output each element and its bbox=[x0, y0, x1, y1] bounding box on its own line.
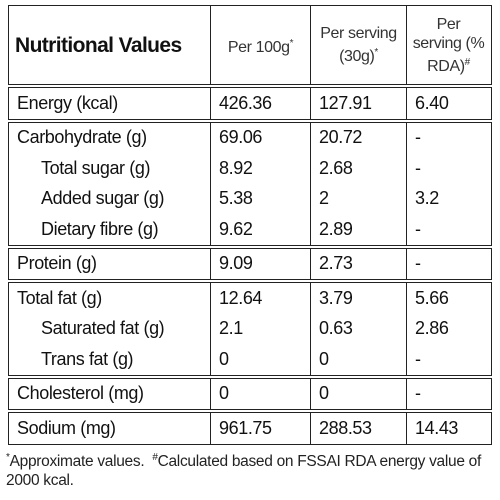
row-label: Trans fat (g) bbox=[41, 348, 134, 369]
header-text: Nutritional Values bbox=[15, 33, 182, 57]
footnote: *Approximate values. bbox=[6, 452, 145, 470]
cell-value: 5.66 bbox=[406, 283, 490, 314]
row-label: Dietary fibre (g) bbox=[41, 218, 159, 239]
cell-value: 2.1 bbox=[210, 313, 310, 344]
cell-value: 9.09 bbox=[210, 248, 310, 279]
header-mark: * bbox=[289, 37, 294, 49]
row-label: Added sugar (g) bbox=[41, 188, 165, 209]
cell-value: 0 bbox=[310, 344, 406, 375]
table-row: Cholesterol (mg) 0 0- bbox=[9, 378, 491, 409]
footnote-mark: * bbox=[6, 452, 10, 463]
cell-value: 2.89 bbox=[310, 214, 406, 245]
row-label: Saturated fat (g) bbox=[41, 318, 165, 339]
footnotes: *Approximate values. #Calculated based on… bbox=[6, 448, 496, 490]
header-cell: Per serving (% RDA)# bbox=[406, 6, 490, 84]
cell-value: 6.40 bbox=[406, 88, 490, 119]
cell-value: 426.36 bbox=[210, 88, 310, 119]
header-text: Per 100g* bbox=[227, 34, 294, 57]
cell-value: - bbox=[406, 153, 490, 184]
cell-value: 288.53 bbox=[310, 413, 406, 444]
row-label: Total sugar (g) bbox=[41, 157, 151, 178]
table-row: Energy (kcal) 426.36 127.91 6.40 bbox=[9, 88, 491, 119]
header-cell: Nutritional Values bbox=[9, 6, 210, 84]
row-label: Carbohydrate (g) bbox=[17, 127, 147, 148]
cell-value: 2.73 bbox=[310, 248, 406, 279]
cell-value: 5.38 bbox=[210, 183, 310, 214]
cell-value: - bbox=[406, 122, 490, 153]
header-text: Per serving (% RDA)# bbox=[411, 15, 486, 76]
table-row: Dietary fibre (g) 9.62 2.89- bbox=[9, 214, 491, 245]
cell-value: 127.91 bbox=[310, 88, 406, 119]
cell-value: 14.43 bbox=[406, 413, 490, 444]
table-row: Total fat (g) 12.64 3.79 5.66 bbox=[9, 283, 491, 314]
cell-value: 8.92 bbox=[210, 153, 310, 184]
cell-value: 9.62 bbox=[210, 214, 310, 245]
cell-value: 20.72 bbox=[310, 122, 406, 153]
row-group: Sodium (mg) 961.75 288.53 14.43 bbox=[8, 412, 492, 445]
cell-value: - bbox=[406, 378, 490, 409]
table-row: Protein (g) 9.09 2.73- bbox=[9, 248, 491, 279]
header-label: Nutritional Values bbox=[15, 33, 182, 57]
footnote-text: Approximate values. bbox=[9, 453, 145, 470]
row-group: Total fat (g) 12.64 3.79 5.66 Saturated fat … bbox=[8, 282, 492, 376]
cell-value: 2 bbox=[310, 183, 406, 214]
row-label: Cholesterol (mg) bbox=[17, 383, 144, 404]
cell-value: 0.63 bbox=[310, 313, 406, 344]
footnote-mark: # bbox=[152, 452, 158, 463]
cell-value: 12.64 bbox=[210, 283, 310, 314]
row-group: Carbohydrate (g) 69.06 20.72- Total sugar (… bbox=[8, 121, 492, 246]
header-row: Nutritional Values Per 100g* Per serving (… bbox=[9, 6, 491, 84]
header-text: Per serving (30g)* bbox=[315, 24, 402, 66]
cell-value: 0 bbox=[210, 378, 310, 409]
table-row: Trans fat (g) 0 0- bbox=[9, 344, 491, 375]
cell-value: 2.86 bbox=[406, 313, 490, 344]
row-label: Sodium (mg) bbox=[17, 417, 116, 438]
cell-value: 3.2 bbox=[406, 183, 490, 214]
table-row: Sodium (mg) 961.75 288.53 14.43 bbox=[9, 413, 491, 444]
table-row: Carbohydrate (g) 69.06 20.72- bbox=[9, 122, 491, 153]
cell-value: 961.75 bbox=[210, 413, 310, 444]
cell-value: 69.06 bbox=[210, 122, 310, 153]
header-cell: Per serving (30g)* bbox=[310, 6, 406, 84]
row-group: Cholesterol (mg) 0 0- bbox=[8, 377, 492, 410]
cell-value: 0 bbox=[310, 378, 406, 409]
table-row: Total sugar (g) 8.92 2.68- bbox=[9, 153, 491, 184]
header-box: Nutritional Values Per 100g* Per serving (… bbox=[8, 5, 492, 85]
row-label: Energy (kcal) bbox=[17, 92, 118, 113]
row-group: Energy (kcal) 426.36 127.91 6.40 bbox=[8, 87, 492, 120]
header-label: Per serving (% RDA) bbox=[412, 15, 485, 75]
nutrition-table: Nutritional Values Per 100g* Per serving (… bbox=[8, 5, 492, 447]
cell-value: 0 bbox=[210, 344, 310, 375]
footnote: #Calculated based on FSSAI RDA energy va… bbox=[6, 452, 481, 489]
cell-value: 3.79 bbox=[310, 283, 406, 314]
row-label: Total fat (g) bbox=[17, 287, 102, 308]
header-mark: * bbox=[374, 47, 378, 58]
header-label: Per 100g bbox=[227, 38, 290, 56]
cell-value: - bbox=[406, 214, 490, 245]
header-label: Per serving (30g) bbox=[320, 25, 397, 65]
cell-value: - bbox=[406, 248, 490, 279]
table-row: Added sugar (g) 5.38 2 3.2 bbox=[9, 183, 491, 214]
header-mark: # bbox=[464, 56, 471, 68]
cell-value: 2.68 bbox=[310, 153, 406, 184]
header-cell: Per 100g* bbox=[210, 6, 310, 84]
footnote-text: Calculated based on FSSAI RDA energy val… bbox=[6, 453, 481, 489]
row-label: Protein (g) bbox=[17, 253, 97, 274]
row-group: Protein (g) 9.09 2.73- bbox=[8, 247, 492, 280]
cell-value: - bbox=[406, 344, 490, 375]
table-row: Saturated fat (g) 2.1 0.63 2.86 bbox=[9, 313, 491, 344]
